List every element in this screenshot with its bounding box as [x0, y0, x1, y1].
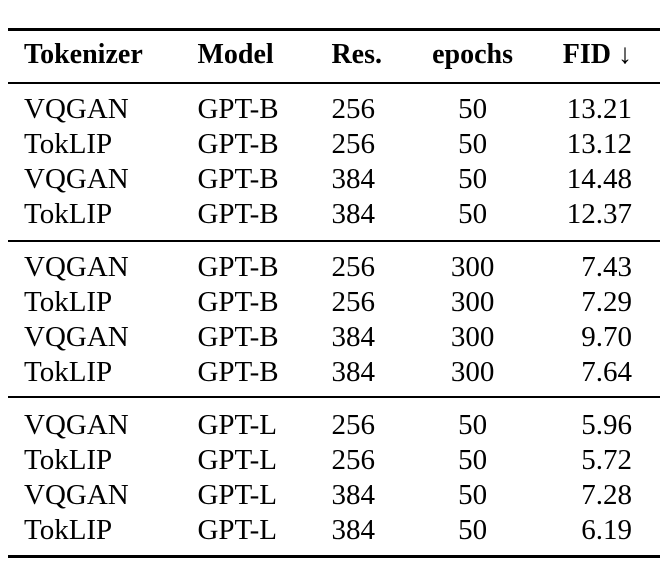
cell-model: GPT-L — [197, 479, 277, 511]
cell-tokenizer: VQGAN — [24, 93, 129, 125]
cell-tokenizer: VQGAN — [24, 321, 129, 353]
cell-tokenizer: TokLIP — [24, 356, 113, 388]
cell-epochs: 50 — [458, 514, 488, 546]
table-row: VQGAN GPT-B 384 300 9.70 — [8, 320, 660, 355]
cell-tokenizer: TokLIP — [24, 444, 113, 476]
cell-model: GPT-B — [197, 163, 279, 195]
cell-epochs: 50 — [458, 93, 488, 125]
header-model: Model — [197, 39, 274, 70]
cell-model: GPT-B — [197, 93, 279, 125]
header-row: Tokenizer Model Res. epochs FID ↓ — [8, 28, 660, 82]
cell-resolution: 256 — [331, 251, 375, 283]
cell-model: GPT-L — [197, 409, 277, 441]
cell-resolution: 384 — [331, 356, 375, 388]
cell-tokenizer: VQGAN — [24, 251, 129, 283]
cell-fid: 14.48 — [566, 163, 632, 195]
cell-model: GPT-B — [197, 321, 279, 353]
cell-epochs: 300 — [450, 321, 495, 353]
cell-fid: 6.19 — [581, 514, 632, 546]
cell-fid: 7.43 — [581, 251, 632, 283]
cell-tokenizer: TokLIP — [24, 514, 113, 546]
cell-epochs: 50 — [458, 198, 488, 230]
table-row: VQGAN GPT-B 256 50 13.21 — [8, 82, 660, 127]
cell-model: GPT-L — [197, 514, 277, 546]
cell-resolution: 384 — [331, 163, 375, 195]
cell-resolution: 256 — [331, 409, 375, 441]
cell-model: GPT-B — [197, 128, 279, 160]
cell-tokenizer: TokLIP — [24, 198, 113, 230]
table-top-rule — [8, 28, 660, 31]
table-row: TokLIP GPT-B 256 300 7.29 — [8, 285, 660, 320]
table-row: VQGAN GPT-B 256 300 7.43 — [8, 240, 660, 285]
cell-epochs: 300 — [450, 356, 495, 388]
results-table-container: Tokenizer Model Res. epochs FID ↓ VQGAN … — [8, 28, 660, 556]
table-bottom-rule — [8, 555, 660, 558]
cell-tokenizer: VQGAN — [24, 163, 129, 195]
cell-fid: 13.12 — [566, 128, 632, 160]
table-row: TokLIP GPT-B 384 50 12.37 — [8, 197, 660, 240]
cell-model: GPT-L — [197, 444, 277, 476]
cell-fid: 12.37 — [566, 198, 632, 230]
header-epochs: epochs — [432, 39, 514, 70]
cell-fid: 7.28 — [581, 479, 632, 511]
cell-fid: 9.70 — [581, 321, 632, 353]
cell-model: GPT-B — [197, 198, 279, 230]
cell-tokenizer: TokLIP — [24, 128, 113, 160]
header-fid: FID ↓ — [562, 39, 632, 70]
cell-epochs: 300 — [450, 251, 495, 283]
cell-epochs: 50 — [458, 163, 488, 195]
cell-fid: 5.72 — [581, 444, 632, 476]
group-separator-rule — [8, 240, 660, 242]
cell-model: GPT-B — [197, 286, 279, 318]
cell-resolution: 256 — [331, 93, 375, 125]
cell-model: GPT-B — [197, 251, 279, 283]
cell-resolution: 384 — [331, 479, 375, 511]
cell-model: GPT-B — [197, 356, 279, 388]
cell-resolution: 384 — [331, 514, 375, 546]
header-resolution: Res. — [331, 39, 382, 70]
table-row: TokLIP GPT-L 256 50 5.72 — [8, 443, 660, 478]
table-row: VQGAN GPT-L 256 50 5.96 — [8, 398, 660, 443]
cell-fid: 13.21 — [566, 93, 632, 125]
cell-fid: 7.64 — [581, 356, 632, 388]
cell-resolution: 256 — [331, 128, 375, 160]
cell-resolution: 384 — [331, 198, 375, 230]
cell-fid: 5.96 — [581, 409, 632, 441]
table-row: TokLIP GPT-B 384 300 7.64 — [8, 355, 660, 398]
table-row: VQGAN GPT-L 384 50 7.28 — [8, 478, 660, 513]
cell-resolution: 256 — [331, 444, 375, 476]
cell-epochs: 50 — [458, 409, 488, 441]
cell-resolution: 384 — [331, 321, 375, 353]
cell-tokenizer: VQGAN — [24, 479, 129, 511]
cell-epochs: 50 — [458, 444, 488, 476]
cell-epochs: 50 — [458, 479, 488, 511]
results-table: Tokenizer Model Res. epochs FID ↓ VQGAN … — [8, 28, 660, 556]
table-row: TokLIP GPT-L 384 50 6.19 — [8, 513, 660, 556]
cell-resolution: 256 — [331, 286, 375, 318]
cell-tokenizer: TokLIP — [24, 286, 113, 318]
table-body: VQGAN GPT-B 256 50 13.21 TokLIP GPT-B 25… — [8, 82, 660, 556]
table-row: VQGAN GPT-B 384 50 14.48 — [8, 162, 660, 197]
table-header-rule — [8, 82, 660, 84]
cell-epochs: 300 — [450, 286, 495, 318]
table-row: TokLIP GPT-B 256 50 13.12 — [8, 127, 660, 162]
group-separator-rule — [8, 396, 660, 398]
cell-epochs: 50 — [458, 128, 488, 160]
cell-fid: 7.29 — [581, 286, 632, 318]
cell-tokenizer: VQGAN — [24, 409, 129, 441]
header-tokenizer: Tokenizer — [24, 39, 143, 70]
